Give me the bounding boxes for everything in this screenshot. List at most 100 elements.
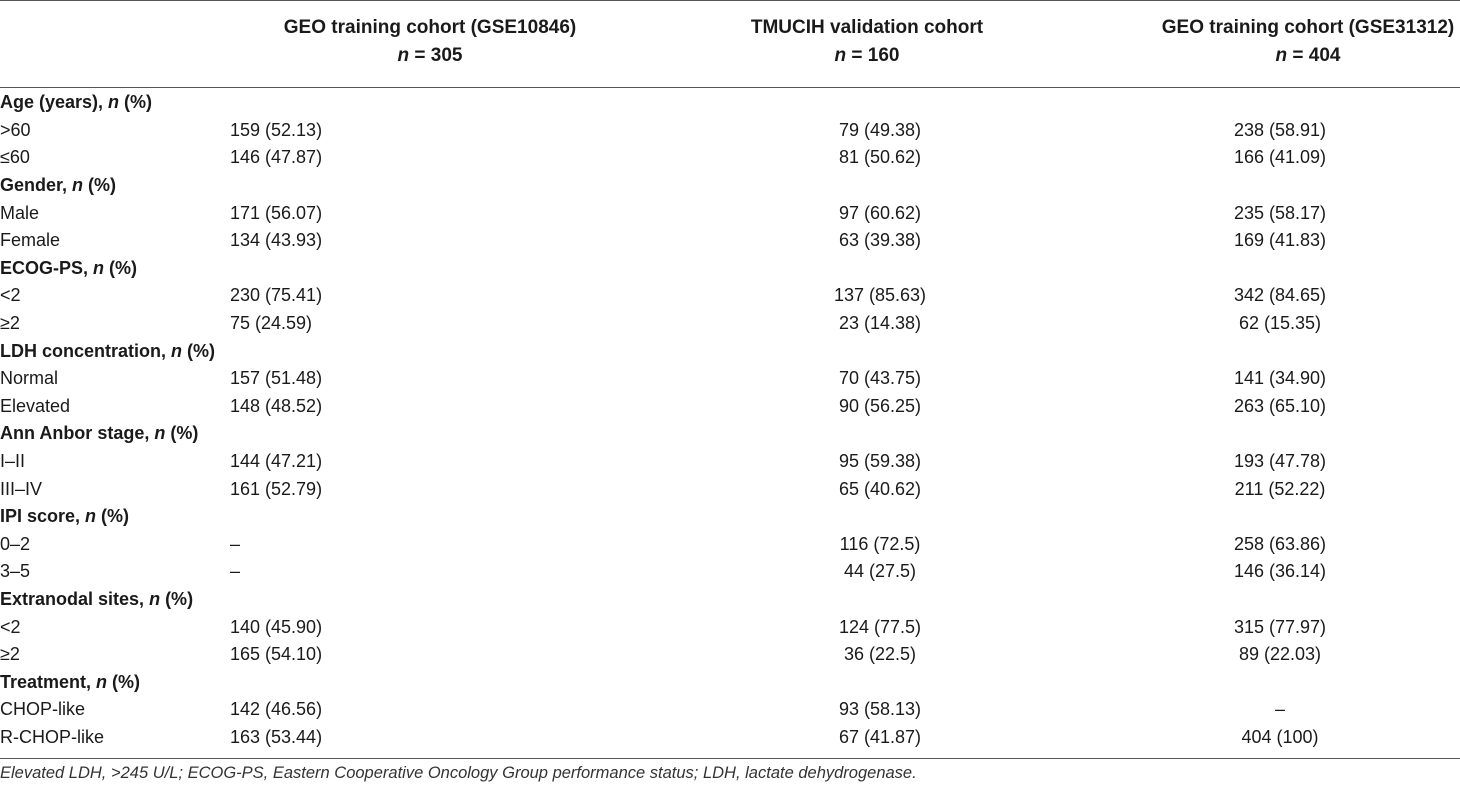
cell-col-2: 124 (77.5) — [838, 616, 922, 637]
cell-col-2: 137 (85.63) — [833, 285, 927, 306]
group-label-n: n — [108, 92, 120, 113]
cell-col-2: 97 (60.62) — [838, 202, 922, 223]
row-label: <2 — [0, 285, 21, 306]
table-row: III–IV 161 (52.79) 65 (40.62) 211 (52.22) — [0, 475, 1460, 503]
group-label-text: Age (years), — [0, 92, 109, 113]
cell-col-3: 404 (100) — [1241, 726, 1319, 747]
cell-col-3: 235 (58.17) — [1233, 202, 1327, 223]
group-label-text: Ann Anbor stage, — [0, 423, 155, 444]
cell-col-3: – — [1275, 699, 1286, 720]
group-label: LDH concentration, n (%) — [0, 337, 1460, 365]
column-header-2: TMUCIH validation cohort n = 160 — [667, 14, 1067, 70]
table-row: ≥2 165 (54.10) 36 (22.5) 89 (22.03) — [0, 641, 1460, 669]
group-label-n: n — [149, 588, 161, 609]
cell-col-1: – — [230, 533, 241, 554]
row-label: 0–2 — [0, 533, 31, 554]
group-label: Extranodal sites, n (%) — [0, 586, 1460, 614]
cell-col-3: 238 (58.91) — [1233, 119, 1327, 140]
n-label: n — [397, 45, 410, 66]
table-row: 0–2 – 116 (72.5) 258 (63.86) — [0, 531, 1460, 559]
n-value: = 160 — [846, 45, 900, 66]
cell-col-1: 134 (43.93) — [230, 230, 323, 251]
group-label-suffix: (%) — [96, 506, 130, 527]
table-row: <2 140 (45.90) 124 (77.5) 315 (77.97) — [0, 613, 1460, 641]
cell-col-1: 159 (52.13) — [230, 119, 323, 140]
n-label: n — [1275, 45, 1288, 66]
table-row: Normal 157 (51.48) 70 (43.75) 141 (34.90) — [0, 365, 1460, 393]
row-label: CHOP-like — [0, 699, 86, 720]
table-row: R-CHOP-like 163 (53.44) 67 (41.87) 404 (100… — [0, 724, 1460, 752]
table-row: Male 171 (56.07) 97 (60.62) 235 (58.17) — [0, 199, 1460, 227]
group-label-text: Treatment, — [0, 671, 97, 692]
cell-col-2: 79 (49.38) — [838, 119, 922, 140]
cell-col-2: 65 (40.62) — [838, 478, 922, 499]
cell-col-2: 81 (50.62) — [838, 147, 922, 168]
cell-col-2: 23 (14.38) — [838, 313, 922, 334]
cell-col-2: 116 (72.5) — [839, 533, 921, 554]
cell-col-2: 36 (22.5) — [843, 644, 917, 665]
group-label-text: LDH concentration, — [0, 340, 172, 361]
cell-col-3: 169 (41.83) — [1233, 230, 1327, 251]
data-table: Age (years), n (%) >60 159 (52.13) 79 (49.3… — [0, 89, 1460, 751]
table-row: 3–5 – 44 (27.5) 146 (36.14) — [0, 558, 1460, 586]
row-label: ≤60 — [0, 147, 30, 168]
cell-col-1: 142 (46.56) — [230, 699, 323, 720]
group-label-suffix: (%) — [107, 671, 141, 692]
cell-col-1: 148 (48.52) — [230, 395, 323, 416]
group-header-row: Treatment, n (%) — [0, 668, 1460, 696]
cell-col-1: 157 (51.48) — [230, 368, 323, 389]
column-header-1: GEO training cohort (GSE10846) n = 305 — [230, 14, 630, 70]
group-label-n: n — [72, 175, 84, 196]
cell-col-3: 263 (65.10) — [1233, 395, 1327, 416]
group-label-suffix: (%) — [119, 92, 153, 113]
row-label: Male — [0, 202, 40, 223]
group-label: Treatment, n (%) — [0, 668, 1460, 696]
cell-col-1: – — [230, 561, 241, 582]
cell-col-3: 193 (47.78) — [1233, 451, 1327, 472]
header-rule — [0, 87, 1460, 88]
cell-col-3: 342 (84.65) — [1233, 285, 1327, 306]
cell-col-3: 146 (36.14) — [1233, 561, 1327, 582]
n-label: n — [834, 45, 847, 66]
table-row: >60 159 (52.13) 79 (49.38) 238 (58.91) — [0, 117, 1460, 145]
column-title: GEO training cohort (GSE31312) — [1161, 17, 1455, 38]
group-label-suffix: (%) — [83, 175, 117, 196]
cell-col-1: 163 (53.44) — [230, 726, 323, 747]
column-header-3: GEO training cohort (GSE31312) n = 404 — [1108, 14, 1460, 70]
cell-col-2: 63 (39.38) — [838, 230, 922, 251]
row-label: <2 — [0, 616, 21, 637]
cell-col-2: 44 (27.5) — [843, 561, 917, 582]
table-row: ≤60 146 (47.87) 81 (50.62) 166 (41.09) — [0, 144, 1460, 172]
table-row: <2 230 (75.41) 137 (85.63) 342 (84.65) — [0, 282, 1460, 310]
cell-col-1: 230 (75.41) — [230, 285, 323, 306]
group-label-text: ECOG-PS, — [0, 257, 94, 278]
group-label-n: n — [96, 671, 108, 692]
cell-col-1: 140 (45.90) — [230, 616, 323, 637]
cell-col-3: 315 (77.97) — [1233, 616, 1327, 637]
group-label: ECOG-PS, n (%) — [0, 255, 1460, 283]
table-row: Elevated 148 (48.52) 90 (56.25) 263 (65.10) — [0, 393, 1460, 421]
group-header-row: LDH concentration, n (%) — [0, 337, 1460, 365]
group-label-suffix: (%) — [165, 423, 199, 444]
cell-col-3: 211 (52.22) — [1234, 478, 1326, 499]
group-label-text: Gender, — [0, 175, 73, 196]
column-title: GEO training cohort (GSE10846) — [283, 17, 577, 38]
table-row: Female 134 (43.93) 63 (39.38) 169 (41.83) — [0, 227, 1460, 255]
group-label: Gender, n (%) — [0, 172, 1460, 200]
cell-col-3: 62 (15.35) — [1238, 313, 1322, 334]
group-header-row: Gender, n (%) — [0, 172, 1460, 200]
cell-col-1: 171 (56.07) — [230, 202, 323, 223]
group-label-text: IPI score, — [0, 506, 86, 527]
group-label: IPI score, n (%) — [0, 503, 1460, 531]
cell-col-2: 93 (58.13) — [838, 699, 922, 720]
cell-col-3: 141 (34.90) — [1233, 368, 1327, 389]
row-label: 3–5 — [0, 561, 31, 582]
cell-col-3: 89 (22.03) — [1238, 644, 1322, 665]
group-header-row: IPI score, n (%) — [0, 503, 1460, 531]
group-header-row: ECOG-PS, n (%) — [0, 255, 1460, 283]
table-row: I–II 144 (47.21) 95 (59.38) 193 (47.78) — [0, 448, 1460, 476]
table-row: CHOP-like 142 (46.56) 93 (58.13) – — [0, 696, 1460, 724]
n-value: = 404 — [1287, 45, 1341, 66]
n-value: = 305 — [409, 45, 463, 66]
